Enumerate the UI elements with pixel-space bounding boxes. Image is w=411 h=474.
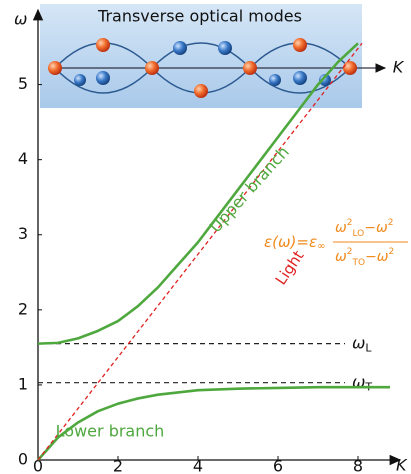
series-line xyxy=(37,42,359,345)
x-tick-label: 8 xyxy=(353,457,363,474)
formula-numerator: ω2LO−ω2 xyxy=(335,218,393,239)
series-line xyxy=(37,385,390,461)
formula-text: ω xyxy=(335,249,347,265)
formula-sub: TO xyxy=(351,258,365,268)
inset-title: Transverse optical modes xyxy=(97,7,302,26)
series-label: Upper branch xyxy=(206,142,293,236)
formula-sub: ∞ xyxy=(317,241,325,252)
y-tick-label: 0 xyxy=(18,450,28,469)
x-tick-label: 4 xyxy=(193,457,203,474)
formula-sup: 2 xyxy=(347,218,353,228)
formula-sub: LO xyxy=(352,229,364,239)
y-tick-label: 1 xyxy=(18,374,28,393)
formula-lhs: ε(ω)=ε∞ xyxy=(264,233,325,253)
inset-wave xyxy=(54,42,351,94)
inset: Transverse optical modes K xyxy=(40,4,405,108)
y-tick-label: 2 xyxy=(18,299,28,318)
x-tick-label: 0 xyxy=(33,457,43,474)
y-tick-label: 4 xyxy=(18,149,28,168)
level-symbol: ω xyxy=(352,333,365,352)
formula-sup: 2 xyxy=(389,247,395,257)
inset-atoms xyxy=(48,38,357,98)
y-tick-label: 5 xyxy=(18,74,28,93)
formula-text: ε(ω)=ε xyxy=(264,233,317,251)
level-label: ωL xyxy=(352,333,372,355)
x-tick-label: 6 xyxy=(273,457,283,474)
inset-axis-label: K xyxy=(393,58,405,77)
formula-denominator: ω2TO−ω2 xyxy=(335,247,394,268)
formula-text: −ω xyxy=(365,249,389,265)
formula-text: −ω xyxy=(364,220,388,236)
y-axis-label: ω xyxy=(14,10,27,29)
series-line xyxy=(37,42,363,461)
formula-text: ω xyxy=(335,220,347,236)
x-tick-label: 2 xyxy=(113,457,123,474)
series-label: Light xyxy=(272,247,308,288)
level-sub: L xyxy=(365,342,372,355)
series-label: Lower branch xyxy=(56,422,165,441)
formula-sup: 2 xyxy=(347,247,353,257)
y-tick-label: 3 xyxy=(18,224,28,243)
x-axis-label: K xyxy=(396,456,408,474)
level-label: ωT xyxy=(352,372,372,394)
formula-sup: 2 xyxy=(388,218,394,228)
